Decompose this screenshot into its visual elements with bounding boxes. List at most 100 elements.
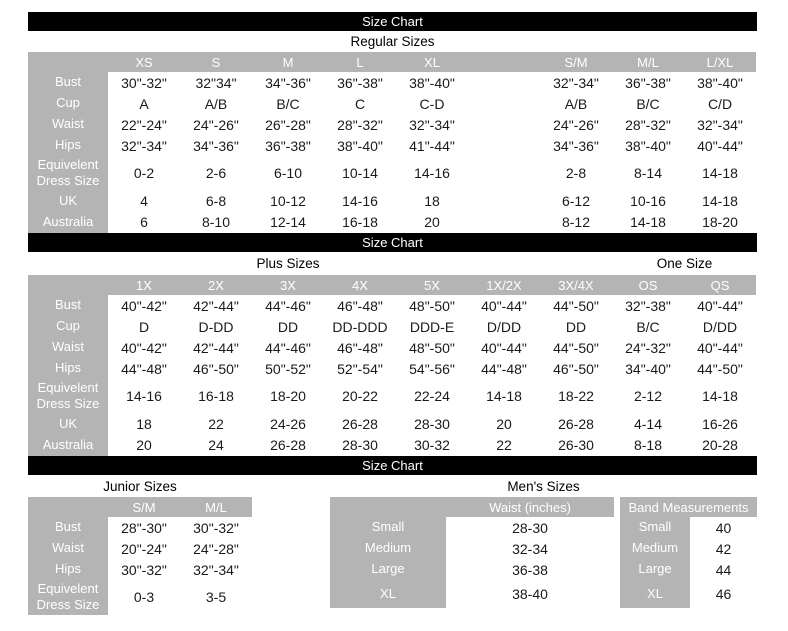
size-chart-title-bar-2: Size Chart	[28, 233, 757, 252]
column-header: L/XL	[684, 52, 756, 72]
cell: 20	[468, 413, 540, 435]
cell: 10-16	[612, 190, 684, 212]
column-header: 1X/2X	[468, 275, 540, 295]
table-row: XL 38-40	[330, 580, 614, 608]
cell: 36-38	[446, 559, 614, 580]
cell: 6-10	[252, 156, 324, 191]
cell: 12-14	[252, 211, 324, 233]
cell: 18-20	[252, 379, 324, 414]
row-label: Cup	[28, 316, 108, 337]
cell: 32"-34"	[180, 559, 252, 580]
cell: 8-10	[180, 211, 252, 233]
cell: 44"-48"	[468, 358, 540, 379]
row-label: UK	[28, 190, 108, 212]
size-chart-title-bar-3: Size Chart	[28, 456, 757, 475]
cell: 44"-46"	[252, 337, 324, 358]
cell: D-DD	[180, 316, 252, 337]
cell: 40"-44"	[468, 337, 540, 358]
row-label: Waist	[28, 114, 108, 135]
cell: 40"-42"	[108, 337, 180, 358]
table-row: Medium 32-34	[330, 538, 614, 559]
table-row: Hips 32"-34" 34"-36" 36"-38" 38"-40" 41"-44" 3…	[28, 135, 756, 156]
cell: B/C	[612, 93, 684, 114]
mens-waist-table: Waist (inches) Small 28-30 Medium 32-34 Large…	[330, 497, 614, 608]
cell: 4	[108, 190, 180, 212]
cell: 28-30	[324, 434, 396, 456]
cell: 42"-44"	[180, 295, 252, 316]
cell: 20	[396, 211, 468, 233]
table-row: Equivelent Dress Size 14-16 16-18 18-20 20-2…	[28, 379, 756, 414]
cell: 28"-30"	[108, 517, 180, 538]
table-row: Waist 40"-42" 42"-44" 44"-46" 46"-48" 48"-50"…	[28, 337, 756, 358]
cell: 46"-48"	[324, 337, 396, 358]
header-spacer	[28, 52, 108, 72]
cell: DD	[252, 316, 324, 337]
cell: 20	[108, 434, 180, 456]
cell: 40"-44"	[684, 295, 756, 316]
cell: 46	[690, 580, 757, 608]
row-label: Equivelent Dress Size	[28, 379, 108, 414]
cell: 6-12	[540, 190, 612, 212]
table-header-row: XS S M L XL S/M M/L L/XL	[28, 52, 756, 72]
table-row: Cup A A/B B/C C C-D A/B B/C C/D	[28, 93, 756, 114]
column-header: S/M	[108, 497, 180, 517]
cell: 24"-32"	[612, 337, 684, 358]
row-label: XL	[620, 580, 690, 608]
cell: 10-14	[324, 156, 396, 191]
regular-sizes-table: XS S M L XL S/M M/L L/XL Bust 30"-32" 32"34" 34"-36…	[28, 52, 756, 233]
table-row: UK 18 22 24-26 26-28 28-30 20 26-28 4-14 16-26	[28, 413, 756, 435]
cell: 18	[108, 413, 180, 435]
row-label: Hips	[28, 559, 108, 580]
cell: 36"-38"	[612, 72, 684, 93]
cell: 38"-40"	[396, 72, 468, 93]
cell: 34"-36"	[180, 135, 252, 156]
column-header: XL	[396, 52, 468, 72]
cell: 32-34	[446, 538, 614, 559]
cell: DD-DDD	[324, 316, 396, 337]
cell: 22-24	[396, 379, 468, 414]
row-label: Small	[620, 517, 690, 538]
cell: 4-14	[612, 413, 684, 435]
column-header: 3X/4X	[540, 275, 612, 295]
table-row: XL 46	[620, 580, 757, 608]
row-label: Waist	[28, 337, 108, 358]
row-label: UK	[28, 413, 108, 435]
table-header-row: 1X 2X 3X 4X 5X 1X/2X 3X/4X OS QS	[28, 275, 756, 295]
row-label: XL	[330, 580, 446, 608]
column-header: L	[324, 52, 396, 72]
empty-cell	[468, 156, 540, 191]
table-row: Bust 30"-32" 32"34" 34"-36" 36"-38" 38"-40" 32…	[28, 72, 756, 93]
cell: 18-22	[540, 379, 612, 414]
cell: 8-12	[540, 211, 612, 233]
cell: A/B	[180, 93, 252, 114]
row-label: Hips	[28, 135, 108, 156]
column-header: M/L	[612, 52, 684, 72]
cell: 42	[690, 538, 757, 559]
cell: 22"-24"	[108, 114, 180, 135]
table-row: Australia 20 24 26-28 28-30 30-32 22 26-30 8-18 2…	[28, 434, 756, 456]
column-header: S	[180, 52, 252, 72]
cell: D/DD	[468, 316, 540, 337]
cell: 32"-34"	[540, 72, 612, 93]
size-chart-title-bar-1: Size Chart	[28, 12, 757, 31]
cell: 38"-40"	[612, 135, 684, 156]
cell: 14-16	[396, 156, 468, 191]
table-row: Cup D D-DD DD DD-DDD DDD-E D/DD DD B/C D/DD	[28, 316, 756, 337]
size-chart-bar-label: Size Chart	[362, 458, 423, 473]
table-row: Equivelent Dress Size 0-3 3-5	[28, 580, 252, 615]
cell: 54"-56"	[396, 358, 468, 379]
empty-cell	[468, 211, 540, 233]
cell: 28"-32"	[324, 114, 396, 135]
cell: 26-28	[324, 413, 396, 435]
column-header: 3X	[252, 275, 324, 295]
cell: 16-26	[684, 413, 756, 435]
cell: 32"-34"	[108, 135, 180, 156]
row-label: Australia	[28, 434, 108, 456]
cell: 34"-40"	[612, 358, 684, 379]
column-header: XS	[108, 52, 180, 72]
cell: C-D	[396, 93, 468, 114]
table-row: Medium 42	[620, 538, 757, 559]
cell: 24"-26"	[540, 114, 612, 135]
table-row: Hips 44"-48" 46"-50" 50"-52" 52"-54" 54"-56" 4…	[28, 358, 756, 379]
